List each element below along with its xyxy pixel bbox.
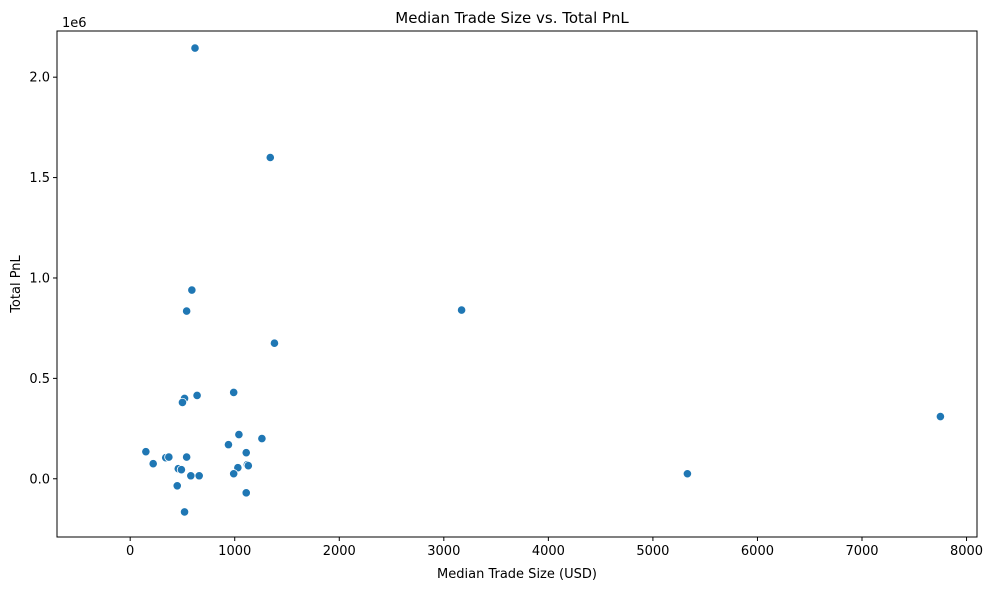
data-point	[182, 452, 192, 462]
x-axis-ticks: 0 1000 2000 3000 4000 5000 6000 7000 8000	[126, 537, 983, 559]
x-tick-label: 6000	[741, 544, 774, 559]
y-axis-offset-label: 1e6	[62, 16, 87, 31]
data-point	[241, 488, 251, 498]
data-point	[229, 469, 239, 479]
x-tick-label: 5000	[636, 544, 669, 559]
data-point	[229, 387, 239, 398]
data-points	[141, 43, 946, 517]
x-tick-label: 0	[126, 544, 134, 559]
y-axis-ticks: 0.0 0.5 1.0 1.5 2.0	[29, 71, 57, 487]
data-point	[182, 306, 192, 316]
data-point	[148, 459, 158, 469]
axes-frame	[56, 30, 978, 538]
data-point	[241, 448, 251, 458]
y-tick-label: 0.0	[29, 472, 50, 487]
x-tick-label: 2000	[323, 544, 356, 559]
y-axis-label: Total PnL	[9, 254, 24, 313]
plot-area	[56, 30, 978, 538]
data-point	[234, 429, 244, 440]
data-point	[192, 390, 202, 401]
x-tick-label: 3000	[427, 544, 460, 559]
x-tick-label: 8000	[950, 544, 983, 559]
chart-title: Median Trade Size vs. Total PnL	[395, 9, 629, 27]
data-point	[269, 338, 280, 348]
y-tick-label: 0.5	[29, 372, 50, 387]
x-tick-label: 4000	[532, 544, 565, 559]
data-point	[935, 411, 946, 422]
y-tick-label: 2.0	[29, 71, 50, 86]
data-point	[223, 440, 234, 450]
data-point	[177, 397, 188, 408]
y-tick-label: 1.5	[29, 171, 50, 186]
data-point	[257, 434, 267, 444]
data-point	[172, 481, 182, 491]
x-tick-label: 7000	[845, 544, 878, 559]
data-point	[164, 452, 174, 462]
data-point	[265, 152, 275, 163]
data-point	[186, 471, 196, 481]
x-tick-label: 1000	[218, 544, 251, 559]
data-point	[176, 465, 187, 475]
x-axis-label: Median Trade Size (USD)	[437, 567, 597, 582]
data-point	[141, 447, 151, 457]
data-point	[190, 43, 200, 53]
data-point	[682, 469, 693, 479]
data-point	[179, 507, 190, 517]
data-point	[456, 305, 467, 315]
y-tick-label: 1.0	[29, 271, 50, 286]
data-point	[243, 461, 253, 471]
data-point	[194, 471, 204, 481]
data-point	[187, 285, 197, 295]
